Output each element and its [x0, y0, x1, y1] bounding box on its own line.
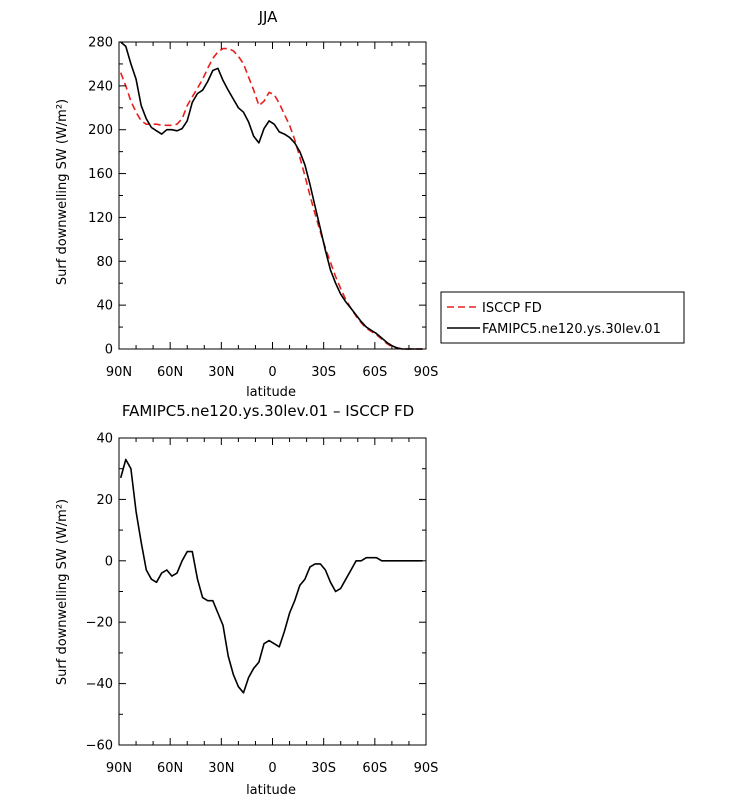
top-series-line-0 [119, 47, 423, 350]
bottom-x-tick-label: 0 [268, 761, 276, 776]
top-series-group [119, 41, 423, 350]
bottom-x-tick-label: 60S [362, 761, 387, 776]
bottom-x-tick-label: 60N [157, 761, 183, 776]
top-x-tick-label: 30S [311, 365, 336, 380]
top-plot-frame [118, 41, 427, 350]
bottom-y-tick-label: −60 [86, 739, 113, 754]
panel-bottom: FAMIPC5.ne120.ys.30lev.01 – ISCCP FD 90N… [55, 402, 438, 798]
top-y-tick-label: 200 [88, 123, 113, 138]
bottom-plot-frame [118, 437, 427, 746]
bottom-series-group [119, 458, 423, 694]
top-axes-group: 90N 60N 30N 0 30S 60S 90S 0 40 80 120 160 200 240 280 [88, 36, 438, 381]
bottom-y-tick-label: 20 [96, 493, 113, 508]
top-x-tick-label: 60S [362, 365, 387, 380]
bottom-axes-group: 90N 60N 30N 0 30S 60S 90S −60 −40 −20 0 20 40 [86, 432, 439, 777]
bottom-x-tick-label: 90N [106, 761, 132, 776]
top-x-tick-label: 60N [157, 365, 183, 380]
top-chart-title: JJA [258, 8, 279, 26]
legend: ISCCP FD FAMIPC5.ne120.ys.30lev.01 [440, 291, 685, 344]
top-y-tick-label: 80 [96, 255, 113, 270]
top-y-axis-label: Surf downwelling SW (W/m²) [55, 99, 70, 285]
bottom-series-line-0 [119, 458, 423, 694]
top-y-tick-label: 280 [88, 36, 113, 51]
top-x-tick-label: 90S [414, 365, 439, 380]
bottom-y-tick-label: −40 [86, 677, 113, 692]
top-y-tick-label: 120 [88, 211, 113, 226]
bottom-y-tick-label: −20 [86, 616, 113, 631]
bottom-chart-title: FAMIPC5.ne120.ys.30lev.01 – ISCCP FD [122, 402, 414, 420]
top-y-tick-label: 160 [88, 167, 113, 182]
top-y-tick-label: 0 [105, 343, 113, 358]
top-y-tick-label: 240 [88, 79, 113, 94]
top-y-tick-label: 40 [96, 299, 113, 314]
bottom-x-tick-label: 90S [414, 761, 439, 776]
top-x-tick-label: 30N [208, 365, 234, 380]
bottom-y-tick-label: 0 [105, 554, 113, 569]
panel-top: JJA 90N 60N 30N 0 30S 60S 90S 0 40 80 120 160 200 240… [55, 8, 685, 400]
legend-label-isccp: ISCCP FD [482, 301, 542, 316]
bottom-x-tick-label: 30N [208, 761, 234, 776]
legend-box [440, 291, 685, 344]
bottom-y-tick-label: 40 [96, 432, 113, 447]
top-x-axis-label: latitude [246, 385, 296, 400]
top-series-line-1 [120, 41, 423, 350]
legend-label-famipc5: FAMIPC5.ne120.ys.30lev.01 [482, 322, 661, 337]
bottom-y-axis-label: Surf downwelling SW (W/m²) [55, 499, 70, 685]
top-x-tick-label: 90N [106, 365, 132, 380]
bottom-x-tick-label: 30S [311, 761, 336, 776]
top-x-tick-label: 0 [268, 365, 276, 380]
bottom-x-axis-label: latitude [246, 783, 296, 798]
